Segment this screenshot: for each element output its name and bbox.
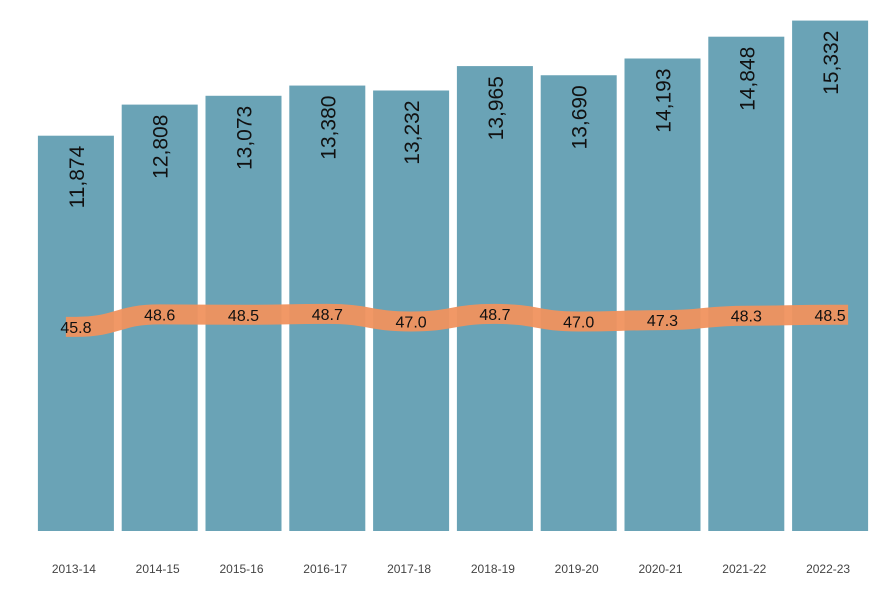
- bar-value-label-2017-18: 13,232: [401, 100, 424, 164]
- x-tick-label-2016-17: 2016-17: [303, 562, 347, 576]
- line-value-label-2013-14: 45.8: [60, 320, 91, 337]
- line-value-label-2014-15: 48.6: [144, 307, 175, 324]
- bar-value-label-2014-15: 12,808: [150, 115, 173, 179]
- bar-2018-19: [456, 66, 533, 532]
- x-tick-label-2017-18: 2017-18: [387, 562, 431, 576]
- line-series: [65, 303, 849, 337]
- bar-labels-group: 11,874 12,808 13,073 13,380 13,232 13,965 13,6…: [66, 31, 843, 209]
- x-tick-label-2013-14: 2013-14: [52, 562, 96, 576]
- bar-2022-23: [792, 20, 869, 531]
- line-labels-group: 45.8 48.6 48.5 48.7 47.0 48.7 47.0 47.3 48.3 48.5: [60, 307, 845, 337]
- line-value-label-2019-20: 47.0: [563, 314, 594, 331]
- bar-value-label-2019-20: 13,690: [569, 85, 592, 149]
- x-tick-label-2022-23: 2022-23: [806, 562, 850, 576]
- x-tick-labels-group: 2013-14 2014-15 2015-16 2016-17 2017-18 2018-…: [52, 562, 851, 576]
- x-tick-label-2015-16: 2015-16: [219, 562, 263, 576]
- line-value-label-2020-21: 47.3: [647, 313, 678, 330]
- line-value-label-2016-17: 48.7: [312, 307, 343, 324]
- bar-2021-22: [708, 36, 785, 531]
- line-value-label-2021-22: 48.3: [731, 309, 762, 326]
- line-value-label-2015-16: 48.5: [228, 308, 259, 325]
- bar-value-label-2022-23: 15,332: [820, 31, 843, 95]
- bar-2019-20: [540, 75, 617, 532]
- bar-value-label-2021-22: 14,848: [736, 47, 759, 111]
- line-value-label-2022-23: 48.5: [815, 308, 846, 325]
- bar-value-label-2013-14: 11,874: [66, 145, 89, 208]
- x-tick-label-2020-21: 2020-21: [638, 562, 682, 576]
- bar-value-label-2018-19: 13,965: [485, 76, 508, 140]
- x-tick-label-2019-20: 2019-20: [555, 562, 599, 576]
- x-tick-label-2021-22: 2021-22: [722, 562, 766, 576]
- bar-value-label-2015-16: 13,073: [234, 106, 257, 170]
- bar-value-label-2016-17: 13,380: [317, 96, 340, 160]
- bar-2020-21: [624, 58, 701, 531]
- x-tick-label-2014-15: 2014-15: [136, 562, 180, 576]
- x-tick-label-2018-19: 2018-19: [471, 562, 515, 576]
- bar-value-label-2020-21: 14,193: [653, 68, 676, 132]
- line-group: [65, 303, 849, 337]
- line-value-label-2017-18: 47.0: [396, 314, 427, 331]
- line-value-label-2018-19: 48.7: [479, 307, 510, 324]
